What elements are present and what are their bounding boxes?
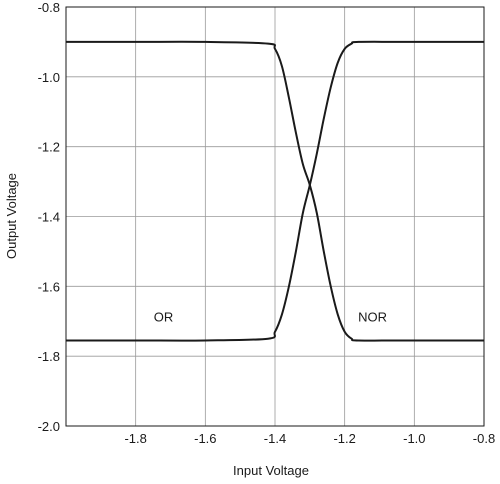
x-tick-label: -1.2 [333,431,355,446]
series-labels: OR NOR [154,309,387,324]
series-label-or: OR [154,309,174,324]
x-tick-label: -1.0 [403,431,425,446]
y-tick-label: -1.4 [38,210,60,225]
series-label-nor: NOR [358,309,387,324]
x-tick-labels: -1.8 -1.6 -1.4 -1.2 -1.0 -0.8 [124,431,495,446]
series-line-nor [66,40,484,342]
grid [66,6,485,427]
y-tick-label: -2.0 [38,419,60,434]
x-tick-label: -1.6 [194,431,216,446]
x-tick-label: -1.8 [124,431,146,446]
y-tick-label: -1.0 [38,70,60,85]
series-lines [66,40,484,342]
y-axis-title: Output Voltage [4,173,19,259]
y-tick-label: -0.8 [38,0,60,15]
x-tick-label: -0.8 [473,431,495,446]
plot-frame [65,6,485,427]
y-tick-label: -1.6 [38,279,60,294]
y-tick-labels: -0.8 -1.0 -1.2 -1.4 -1.6 -1.8 -2.0 [38,0,60,434]
y-tick-label: -1.8 [38,349,60,364]
x-axis-title: Input Voltage [233,463,309,478]
x-tick-label: -1.4 [264,431,286,446]
y-tick-label: -1.2 [38,140,60,155]
